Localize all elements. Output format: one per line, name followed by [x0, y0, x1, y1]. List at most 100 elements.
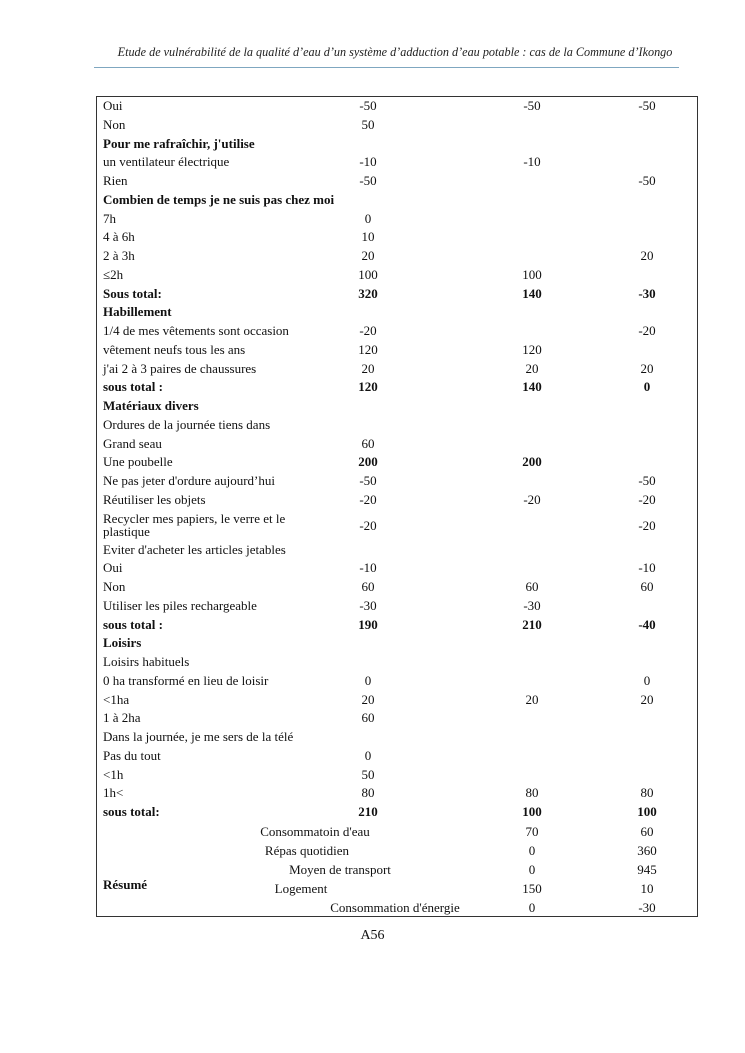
- summary-value: 70: [525, 824, 539, 839]
- cell-value: 60: [361, 435, 375, 451]
- table-row: Non 50: [97, 116, 697, 135]
- table-row: Habillement: [97, 303, 697, 322]
- table-row: 4 à 6h 10: [97, 228, 697, 247]
- cell-value: -50: [638, 173, 656, 188]
- table-row: Recycler mes papiers, le verre et le pla…: [97, 510, 697, 541]
- cell-value: 320: [358, 285, 378, 301]
- table-row: Loisirs habituels: [97, 653, 697, 672]
- row-label: Loisirs: [103, 635, 142, 651]
- table-body: Oui -50 -50 -50 Non 50 Pour me rafraîchir, j'u…: [97, 97, 697, 822]
- cell-value: -20: [638, 491, 656, 507]
- summary-block: Consommatoin d'eau 70 60 Répas quotidien 0 36…: [97, 822, 697, 917]
- table-row: sous total : 190 210 -40: [97, 616, 697, 635]
- row-label: Grand seau: [103, 435, 162, 451]
- row-label: sous total:: [103, 804, 160, 819]
- cell-value: -20: [359, 517, 377, 533]
- cell-value: 20: [525, 360, 539, 376]
- row-label: Matériaux divers: [103, 398, 199, 413]
- row-label: Dans la journée, je me sers de la télé: [103, 729, 294, 744]
- cell-value: 0: [364, 672, 372, 688]
- summary-value: -30: [638, 900, 656, 915]
- row-label: Rien: [103, 173, 128, 188]
- cell-value: 100: [522, 804, 542, 819]
- summary-value: 360: [637, 843, 657, 858]
- cell-value: -20: [359, 491, 377, 507]
- cell-value: -50: [638, 473, 656, 488]
- cell-value: 100: [522, 266, 542, 282]
- cell-value: 20: [361, 691, 375, 707]
- cell-value: 60: [361, 710, 375, 726]
- row-label: Recycler mes papiers, le verre et le pla…: [103, 510, 286, 539]
- table-row: Oui -50 -50 -50: [97, 97, 697, 116]
- cell-value: 200: [522, 454, 542, 470]
- cell-value: 140: [522, 379, 542, 395]
- row-label: 1/4 de mes vêtements sont occasion: [103, 323, 289, 338]
- summary-row: Répas quotidien 0 360: [97, 841, 697, 860]
- row-label: Oui: [103, 560, 123, 576]
- cell-value: -50: [638, 98, 656, 113]
- table-row: un ventilateur électrique -10 -10: [97, 153, 697, 172]
- table-row: sous total : 120 140 0: [97, 378, 697, 397]
- summary-item-label: Consommatoin d'eau: [260, 824, 370, 839]
- cell-value: 210: [358, 804, 378, 819]
- summary-value: 945: [637, 862, 657, 877]
- cell-value: -30: [359, 597, 377, 613]
- cell-value: 200: [358, 454, 378, 470]
- cell-value: -30: [638, 285, 656, 301]
- row-label: 2 à 3h: [103, 248, 135, 263]
- table-row: Pour me rafraîchir, j'utilise: [97, 135, 697, 154]
- summary-value: 0: [528, 843, 536, 858]
- row-label: vêtement neufs tous les ans: [103, 341, 246, 357]
- summary-value: 60: [640, 824, 654, 839]
- cell-value: 0: [643, 379, 651, 395]
- table-row: sous total: 210 100 100: [97, 803, 697, 822]
- row-label: Réutiliser les objets: [103, 491, 206, 507]
- cell-value: 50: [361, 116, 375, 132]
- cell-value: -50: [359, 173, 377, 188]
- cell-value: 120: [358, 341, 378, 357]
- table-row: Pas du tout 0: [97, 747, 697, 766]
- cell-value: 20: [361, 248, 375, 263]
- table-row: Réutiliser les objets -20 -20 -20: [97, 491, 697, 510]
- table-row: 0 ha transformé en lieu de loisir 0 0: [97, 672, 697, 691]
- cell-value: -50: [359, 473, 377, 488]
- summary-item-label: Moyen de transport: [289, 862, 391, 877]
- summary-row: Logement 150 10: [97, 879, 697, 898]
- row-label: <1ha: [103, 691, 130, 707]
- cell-value: -20: [359, 323, 377, 338]
- cell-value: 60: [525, 579, 539, 594]
- table-row: Loisirs: [97, 634, 697, 653]
- cell-value: 120: [522, 341, 542, 357]
- header-rule: [94, 67, 679, 68]
- cell-value: -20: [638, 517, 656, 533]
- cell-value: 60: [361, 579, 375, 594]
- table-row: <1h 50: [97, 766, 697, 785]
- row-label: ≤2h: [103, 266, 124, 282]
- score-table: Oui -50 -50 -50 Non 50 Pour me rafraîchir, j'u…: [96, 96, 698, 917]
- table-row: Une poubelle 200 200: [97, 453, 697, 472]
- cell-value: 210: [522, 616, 542, 632]
- row-label: j'ai 2 à 3 paires de chaussures: [103, 360, 257, 376]
- cell-value: -10: [523, 154, 541, 170]
- row-label: 4 à 6h: [103, 229, 135, 245]
- cell-value: 190: [358, 616, 378, 632]
- summary-item-label: Consommation d'énergie: [330, 900, 460, 915]
- table-row: Utiliser les piles rechargeable -30 -30: [97, 597, 697, 616]
- row-label: Oui: [103, 98, 123, 113]
- cell-value: -20: [523, 491, 541, 507]
- row-label: Habillement: [103, 304, 172, 320]
- row-label: Ordures de la journée tiens dans: [103, 416, 271, 432]
- cell-value: 60: [640, 579, 654, 594]
- row-label: Non: [103, 579, 126, 594]
- row-label: 0 ha transformé en lieu de loisir: [103, 672, 269, 688]
- row-label: <1h: [103, 766, 124, 782]
- table-row: Ne pas jeter d'ordure aujourd’hui -50 -50: [97, 472, 697, 491]
- table-row: Non 60 60 60: [97, 578, 697, 597]
- cell-value: 10: [361, 229, 375, 245]
- cell-value: -10: [359, 560, 377, 576]
- table-row: 1 à 2ha 60: [97, 709, 697, 728]
- row-label: 7h: [103, 210, 116, 226]
- row-label: sous total :: [103, 379, 163, 395]
- table-row: Rien -50 -50: [97, 172, 697, 191]
